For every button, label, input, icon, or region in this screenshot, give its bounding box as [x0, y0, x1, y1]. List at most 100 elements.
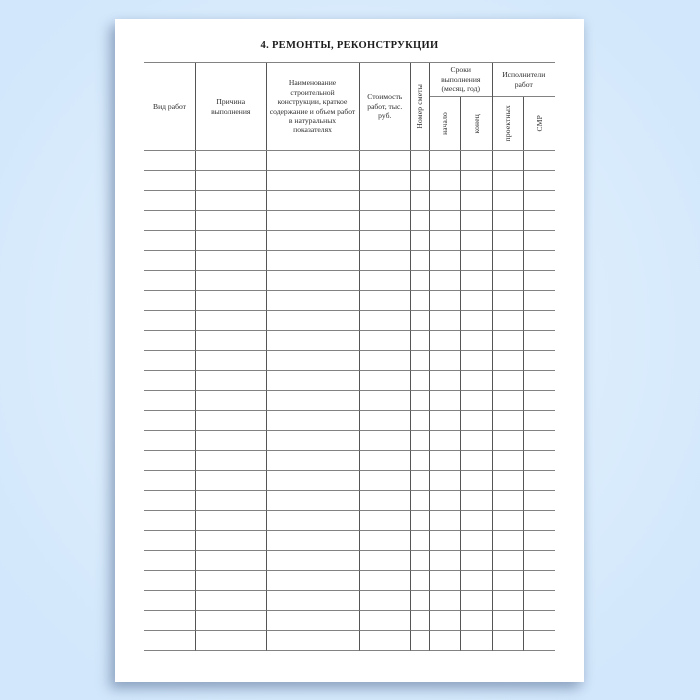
table-cell	[492, 191, 524, 211]
table-cell	[492, 271, 524, 291]
table-cell	[430, 191, 461, 211]
table-cell	[461, 231, 493, 251]
table-cell	[196, 411, 267, 431]
table-cell	[266, 171, 360, 191]
table-cell	[492, 211, 524, 231]
table-cell	[196, 491, 267, 511]
table-cell	[359, 351, 411, 371]
table-cell	[523, 571, 555, 591]
table-cell	[523, 491, 555, 511]
table-cell	[430, 211, 461, 231]
header-cell-proektnykh: проектных	[493, 97, 524, 150]
column-label-konets: конец	[472, 113, 482, 134]
table-cell	[430, 291, 461, 311]
table-cell	[523, 351, 555, 371]
table-cell	[461, 571, 493, 591]
table-cell	[492, 471, 524, 491]
table-cell	[144, 611, 196, 631]
table-cell	[411, 451, 430, 471]
table-cell	[359, 251, 411, 271]
column-label-nomer-smety: Номер сметы	[415, 84, 425, 129]
column-label-naimenovanie: Наименование строительной конструкции, к…	[269, 78, 356, 135]
table-cell	[359, 231, 411, 251]
table-cell	[461, 211, 493, 231]
table-cell	[359, 611, 411, 631]
table-cell	[359, 471, 411, 491]
table-cell	[523, 151, 555, 171]
table-cell	[411, 431, 430, 451]
table-cell	[461, 531, 493, 551]
table-cell	[266, 151, 360, 171]
table-cell	[196, 511, 267, 531]
table-cell	[411, 571, 430, 591]
table-cell	[359, 371, 411, 391]
table-cell	[266, 351, 360, 371]
table-cell	[492, 411, 524, 431]
table-cell	[144, 631, 196, 651]
header-cell-nomer-smety: Номер сметы	[411, 63, 430, 150]
table-cell	[359, 531, 411, 551]
table-cell	[266, 371, 360, 391]
table-cell	[144, 571, 196, 591]
table-cell	[196, 591, 267, 611]
table-cell	[461, 251, 493, 271]
table-cell	[266, 571, 360, 591]
table-cell	[492, 611, 524, 631]
header-subrow-ispolniteli-rabot: проектных СМР	[493, 97, 556, 150]
table-cell	[461, 611, 493, 631]
table-cell	[492, 431, 524, 451]
table-cell	[266, 471, 360, 491]
table-cell	[359, 411, 411, 431]
table-cell	[359, 171, 411, 191]
table-cell	[492, 231, 524, 251]
table-body	[144, 151, 555, 651]
column-label-proektnykh: проектных	[502, 105, 512, 142]
table-cell	[266, 491, 360, 511]
table-cell	[359, 451, 411, 471]
table-cell	[461, 411, 493, 431]
table-cell	[430, 231, 461, 251]
table-cell	[461, 451, 493, 471]
table-cell	[411, 151, 430, 171]
table-cell	[266, 191, 360, 211]
table-cell	[461, 271, 493, 291]
table-cell	[411, 171, 430, 191]
table-cell	[266, 211, 360, 231]
column-label-smr: СМР	[534, 115, 544, 132]
table-cell	[266, 251, 360, 271]
table-cell	[411, 331, 430, 351]
table-cell	[359, 331, 411, 351]
table-cell	[144, 411, 196, 431]
table-cell	[523, 171, 555, 191]
table-cell	[430, 511, 461, 531]
table-cell	[411, 391, 430, 411]
table-cell	[359, 151, 411, 171]
table-cell	[492, 591, 524, 611]
table-cell	[266, 391, 360, 411]
table-cell	[196, 451, 267, 471]
table-cell	[523, 271, 555, 291]
table-cell	[196, 351, 267, 371]
table-cell	[266, 271, 360, 291]
header-cell-prichina-vypolneniya: Причина выполнения	[196, 63, 267, 150]
table-cell	[196, 271, 267, 291]
table-cell	[196, 531, 267, 551]
column-label-ispolniteli-rabot: Исполнители работ	[502, 70, 546, 89]
table-cell	[523, 291, 555, 311]
table-cell	[266, 311, 360, 331]
table-cell	[266, 591, 360, 611]
table-cell	[492, 391, 524, 411]
table-cell	[266, 431, 360, 451]
table-cell	[492, 171, 524, 191]
table-cell	[523, 591, 555, 611]
table-cell	[430, 431, 461, 451]
table-cell	[461, 491, 493, 511]
table-cell	[461, 551, 493, 571]
table-cell	[144, 511, 196, 531]
table-cell	[461, 371, 493, 391]
table-cell	[266, 631, 360, 651]
table-cell	[359, 631, 411, 651]
table-cell	[359, 271, 411, 291]
table-cell	[430, 571, 461, 591]
